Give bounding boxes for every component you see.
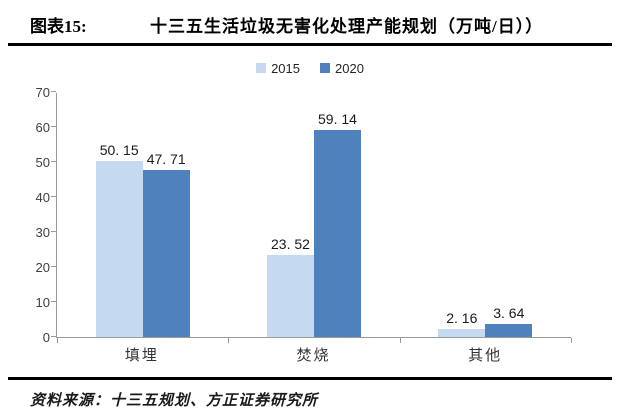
- category-label-焚烧: 焚烧: [296, 348, 331, 364]
- y-axis-tick: [51, 301, 56, 302]
- bar-2015-填埋: 50. 15: [95, 142, 143, 337]
- footer-divider-rule: [8, 377, 612, 380]
- y-axis-label: 40: [35, 190, 50, 205]
- bar-value-label: 59. 14: [318, 111, 357, 128]
- y-axis-label: 60: [35, 120, 50, 135]
- y-axis-label: 50: [35, 155, 50, 170]
- legend-item-2015: 2015: [256, 61, 300, 76]
- y-axis-tick: [51, 231, 56, 232]
- category-label-填埋: 填埋: [124, 348, 159, 364]
- bar-2015-焚烧: 23. 52: [266, 236, 314, 337]
- y-axis-tick: [51, 91, 56, 92]
- bar-2020-填埋: 47. 71: [142, 151, 190, 337]
- figure-header: 图表15: 十三五生活垃圾无害化处理产能规划（万吨/日））: [0, 0, 620, 37]
- bar-chart: 0 10 20 30 40 50 60 70 50. 15 47. 71 23. 52 59. 14…: [30, 85, 620, 345]
- y-axis-label: 30: [35, 225, 50, 240]
- bar-groups: 50. 15 47. 71 23. 52 59. 14 2. 16 3. 64: [57, 93, 571, 337]
- y-axis-label: 0: [42, 330, 50, 345]
- y-axis-tick: [51, 196, 56, 197]
- legend-label: 2020: [335, 60, 364, 76]
- y-axis-label: 20: [35, 260, 50, 275]
- bar-group-焚烧: 23. 52 59. 14: [228, 93, 399, 337]
- legend-item-2020: 2020: [320, 61, 364, 76]
- header-divider-rule: [8, 43, 612, 46]
- plot-area: 50. 15 47. 71 23. 52 59. 14 2. 16 3. 64: [51, 91, 572, 343]
- figure-number-label: 图表15:: [30, 17, 87, 36]
- x-axis-tick: [399, 338, 401, 343]
- y-axis-labels: 0 10 20 30 40 50 60 70: [30, 85, 56, 345]
- bar-value-label: 47. 71: [146, 151, 186, 168]
- source-note: 资料来源：十三五规划、方正证券研究所: [30, 393, 319, 409]
- bar-value-label: 50. 15: [99, 142, 139, 159]
- category-label-其他: 其他: [468, 348, 503, 364]
- legend-swatch-icon: [320, 63, 330, 73]
- legend: 2015 2020: [0, 59, 620, 77]
- y-axis-label: 10: [35, 295, 50, 310]
- bar-2020-其他: 3. 64: [485, 305, 533, 337]
- y-axis-tick: [51, 266, 56, 267]
- bar-value-label: 23. 52: [271, 235, 310, 252]
- bar-value-label: 2. 16: [446, 310, 478, 327]
- y-axis-label: 70: [35, 85, 50, 100]
- x-axis-tick: [228, 338, 230, 343]
- bar-value-label: 3. 64: [493, 305, 525, 322]
- bar-2015-其他: 2. 16: [438, 310, 486, 337]
- y-axis-tick: [51, 336, 56, 337]
- legend-label: 2015: [271, 60, 300, 76]
- bar-group-填埋: 50. 15 47. 71: [57, 93, 228, 337]
- y-axis-tick: [51, 161, 56, 162]
- x-axis-tick: [571, 338, 572, 343]
- y-axis-tick: [51, 126, 56, 127]
- bar-group-其他: 2. 16 3. 64: [400, 93, 571, 337]
- x-axis-tick: [57, 338, 58, 343]
- legend-swatch-icon: [256, 63, 267, 73]
- x-axis-labels: 填埋 焚烧 其他: [56, 344, 571, 365]
- bar-2020-焚烧: 59. 14: [313, 111, 361, 337]
- figure-title: 十三五生活垃圾无害化处理产能规划（万吨/日））: [150, 17, 544, 36]
